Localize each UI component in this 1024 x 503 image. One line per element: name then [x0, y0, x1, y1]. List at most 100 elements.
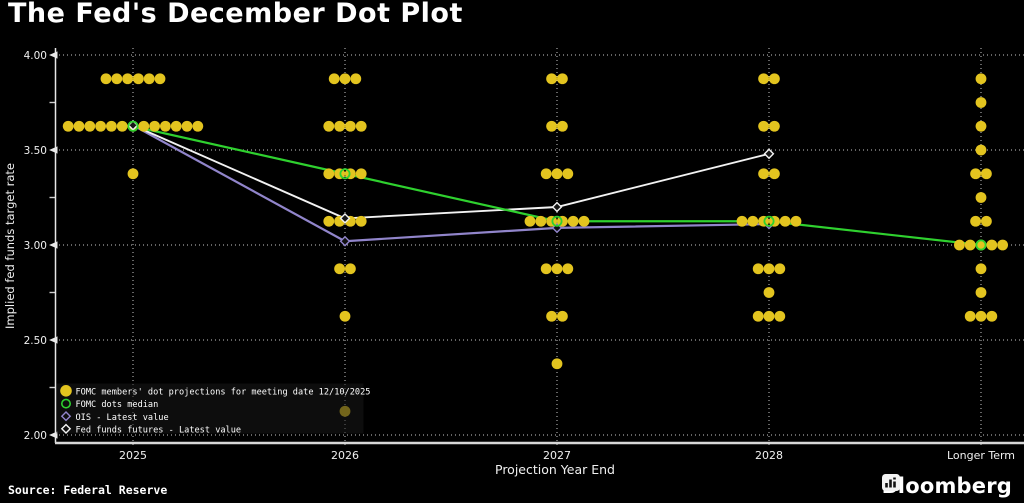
fomc-dot	[345, 263, 356, 275]
fomc-dot	[62, 120, 74, 132]
fomc-dot	[975, 287, 987, 298]
fomc-dot	[355, 168, 367, 180]
fomc-dot	[339, 310, 351, 322]
fomc-dot	[975, 310, 987, 322]
fomc-dot	[557, 120, 568, 132]
fomc-dot	[567, 215, 579, 227]
fomc-dot	[138, 120, 150, 132]
x-tick-label: 2028	[755, 449, 783, 462]
legend-item-label: OIS - Latest value	[76, 413, 169, 423]
fomc-dot	[355, 120, 367, 132]
fomc-dot	[192, 120, 204, 132]
fomc-dot	[355, 215, 367, 227]
median-circle-marker	[551, 215, 563, 227]
fomc-dot	[154, 73, 166, 85]
y-tick-label: 4.00	[24, 50, 47, 62]
fomc-dot	[769, 120, 780, 132]
fomc-dot	[350, 73, 362, 85]
legend-diamond-icon	[60, 411, 72, 422]
fomc-dot	[116, 120, 128, 132]
fomc-dot	[970, 168, 981, 180]
fomc-dot	[763, 263, 775, 275]
x-axis-title: Projection Year End	[495, 462, 615, 477]
fomc-dot	[975, 73, 987, 85]
fomc-dot	[143, 73, 155, 85]
futures-diamond-marker	[339, 213, 351, 224]
median-circle-marker	[763, 215, 775, 227]
fomc-dot	[133, 73, 144, 85]
fomc-dot	[763, 287, 775, 298]
fomc-dot	[975, 97, 987, 108]
fomc-dot	[975, 192, 987, 203]
futures-diamond-marker	[127, 119, 139, 131]
x-tick-label: 2026	[331, 449, 359, 462]
y-tick-label: 2.00	[24, 430, 47, 442]
fomc-dot	[774, 263, 786, 275]
fomc-dot	[758, 168, 769, 180]
fomc-dot	[975, 144, 987, 156]
fomc-dot	[779, 215, 791, 227]
fomc-dot	[323, 215, 335, 227]
median-line	[132, 125, 982, 247]
fomc-dot	[551, 263, 563, 275]
fomc-dot	[964, 310, 976, 322]
fomc-dot	[170, 120, 182, 132]
fomc-dot	[964, 239, 976, 251]
ois-diamond-marker	[339, 235, 351, 247]
fomc-dot	[758, 73, 769, 85]
fomc-dot	[557, 73, 568, 85]
fomc-dot	[546, 73, 557, 85]
source-label: Source: Federal Reserve	[8, 483, 168, 497]
median-circle-marker	[339, 168, 351, 180]
fomc-dot	[562, 263, 574, 275]
fomc-dot	[975, 120, 987, 132]
y-axis-title: Implied fed funds target rate	[3, 163, 17, 329]
fomc-dot	[578, 215, 590, 227]
fomc-dot	[551, 358, 563, 370]
x-tick-label: Longer Term	[947, 449, 1015, 462]
y-tick-label: 3.50	[24, 145, 47, 157]
fomc-dot	[127, 168, 139, 180]
fomc-dot	[986, 310, 998, 322]
fomc-dot	[997, 239, 1008, 251]
legend-diamond-icon	[60, 423, 72, 434]
fomc-dot	[524, 215, 536, 227]
bloomberg-chart-icon	[881, 474, 900, 491]
fomc-dot	[111, 73, 123, 85]
fomc-dot	[106, 120, 117, 132]
fomc-dot	[562, 168, 574, 180]
fomc-dot	[981, 168, 992, 180]
legend-item-label: FOMC members' dot projections for meetin…	[76, 387, 371, 397]
fomc-dot	[546, 310, 557, 322]
fomc-dot	[986, 239, 998, 251]
median-circle-marker	[975, 239, 987, 251]
fomc-dot	[981, 215, 992, 227]
fomc-dot	[323, 168, 335, 180]
fomc-dot	[752, 310, 764, 322]
fomc-dot	[160, 120, 171, 132]
x-tick-label: 2025	[119, 449, 147, 462]
fomc-dot	[975, 239, 987, 251]
x-tick-label: 2027	[543, 449, 571, 462]
fomc-dot	[758, 120, 769, 132]
median-circle-marker	[127, 120, 139, 132]
fomc-dot	[334, 120, 345, 132]
legend-median-icon	[60, 398, 71, 409]
futures-diamond-marker	[551, 201, 563, 213]
fomc-dot	[763, 310, 775, 322]
bloomberg-wordmark: Bloomberg	[881, 474, 1012, 498]
fomc-dot	[790, 215, 802, 227]
fomc-dot	[122, 73, 133, 85]
fomc-dot	[95, 120, 106, 132]
fomc-dot	[84, 120, 96, 132]
futures-line	[132, 124, 770, 220]
fomc-dot	[540, 263, 552, 275]
fomc-dot	[769, 168, 780, 180]
bloomberg-logo: Bloomberg	[881, 474, 1012, 498]
fomc-dot	[540, 168, 552, 180]
fomc-dot	[975, 263, 987, 275]
fomc-dot	[181, 120, 193, 132]
fomc-dot	[339, 73, 351, 85]
